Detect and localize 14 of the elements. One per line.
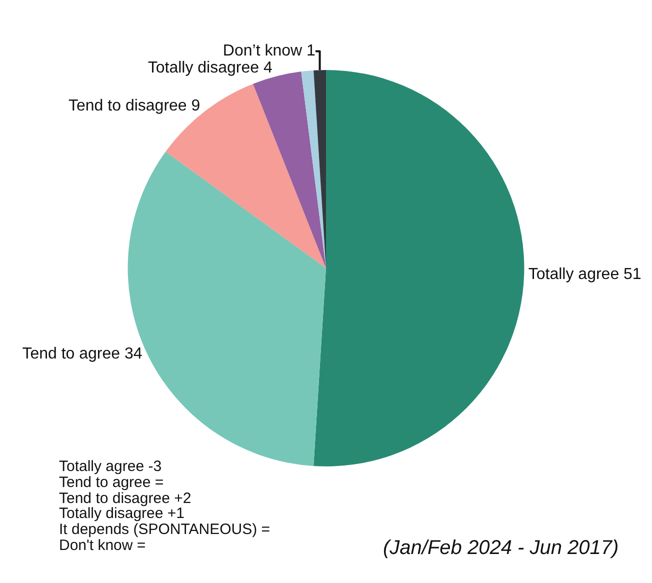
text: Totally agree -3 [59, 458, 163, 475]
text: Tend to disagree +2 [59, 490, 192, 507]
slice-label: Tend to disagree 9 [68, 98, 200, 115]
slice-label: Don’t know 1 [222, 42, 316, 60]
slice-label: Totally agree 51 [528, 266, 642, 283]
text: (Jan/Feb 2024 - Jun 2017) [383, 536, 620, 560]
slice-label: Totally disagree 4 [148, 60, 272, 77]
text: Don't know = [59, 536, 146, 554]
text: It depends (SPONTANEOUS) = [59, 521, 270, 538]
pie-slice [301, 70, 326, 268]
text: Totally disagree +1 [59, 505, 186, 522]
slice-label: Tend to agree 34 [22, 346, 142, 363]
pie-slice [314, 70, 524, 466]
text: Tend to agree = [59, 474, 165, 491]
